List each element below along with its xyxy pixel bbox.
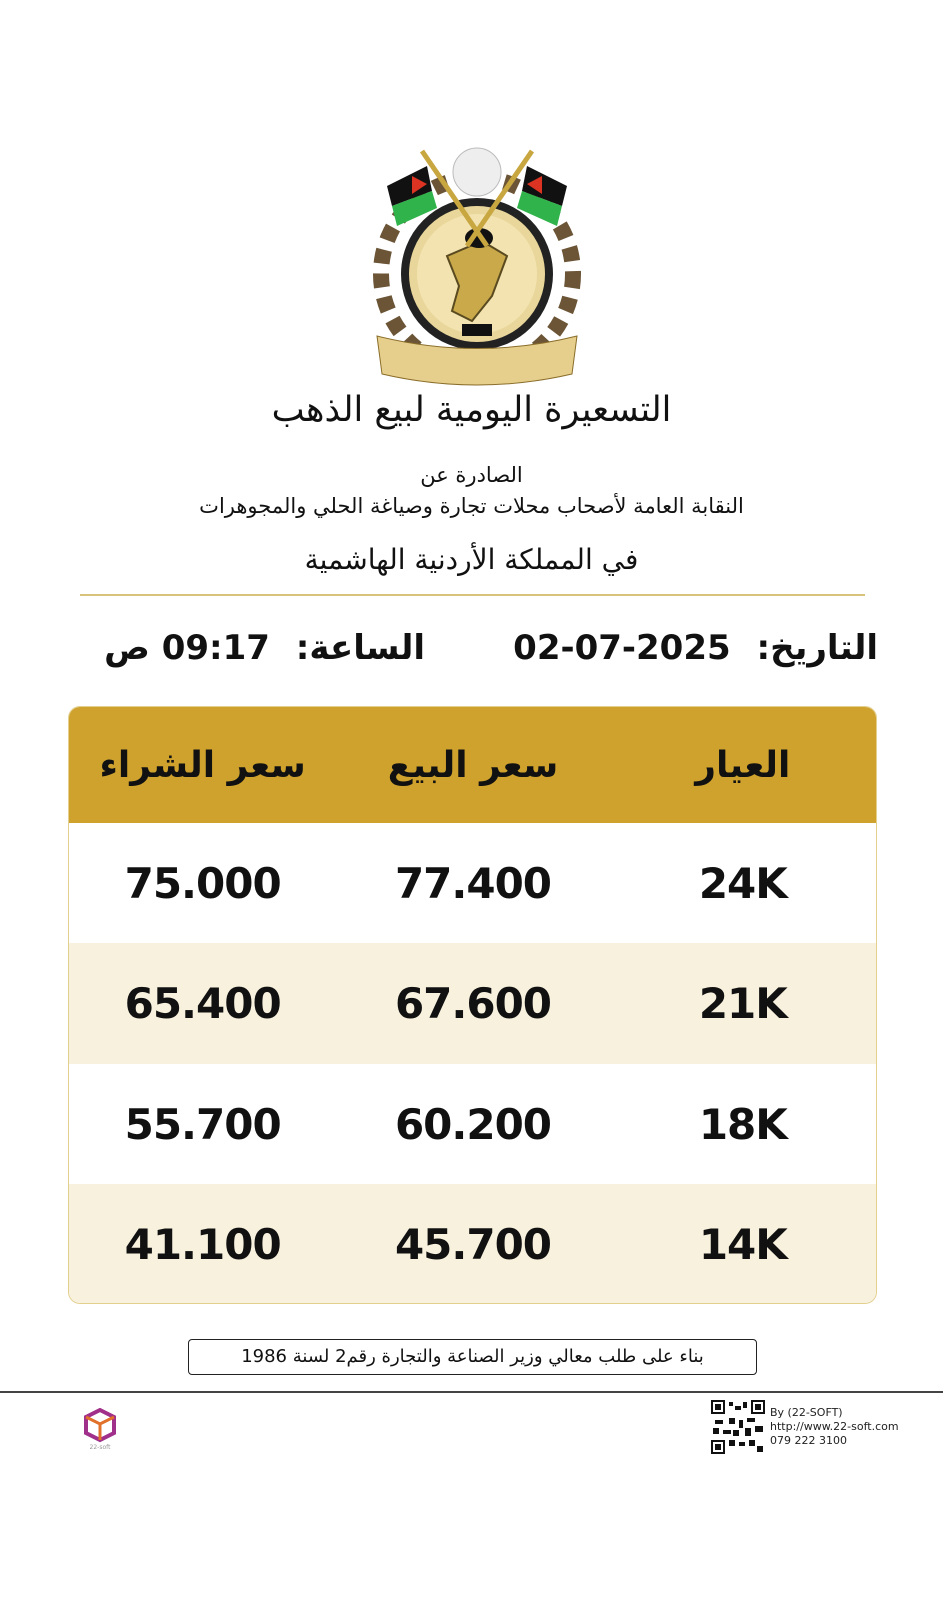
- table-header: العيار سعر البيع سعر الشراء: [69, 707, 876, 823]
- credit-url[interactable]: http://www.22-soft.com: [770, 1420, 899, 1433]
- credit-by: By (22-SOFT): [770, 1406, 843, 1419]
- developer-credit: By (22-SOFT) http://www.22-soft.com 079 …: [770, 1406, 899, 1448]
- table-row: 21K 67.600 65.400: [69, 943, 876, 1064]
- buy-price-cell: 55.700: [124, 1099, 282, 1149]
- credit-phone: 079 222 3100: [770, 1434, 847, 1447]
- union-name: النقابة العامة لأصحاب محلات تجارة وصياغة…: [199, 494, 744, 518]
- price-table: العيار سعر البيع سعر الشراء 24K 77.400 7…: [68, 706, 877, 1304]
- kingdom-text: في المملكة الأردنية الهاشمية: [304, 543, 639, 576]
- buy-price-cell: 41.100: [124, 1220, 282, 1269]
- union-logo: [373, 147, 581, 386]
- footer-divider: [0, 1391, 943, 1393]
- karat-cell: 14K: [698, 1220, 788, 1269]
- karat-cell: 21K: [698, 979, 788, 1028]
- buy-price-cell: 65.400: [124, 979, 282, 1028]
- karat-cell: 18K: [698, 1099, 788, 1149]
- table-row: 18K 60.200 55.700: [69, 1064, 876, 1184]
- date-label: التاريخ:: [756, 628, 878, 668]
- time-field: الساعة: 09:17 ص: [104, 628, 425, 668]
- column-header-karat: العيار: [695, 744, 791, 786]
- page-title: التسعيرة اليومية لبيع الذهب: [271, 390, 672, 430]
- column-header-buy: سعر الشراء: [99, 744, 306, 786]
- issued-by-text: الصادرة عن: [420, 463, 523, 487]
- sell-price-cell: 45.700: [394, 1220, 552, 1269]
- svg-text:22-soft: 22-soft: [90, 1444, 112, 1450]
- karat-cell: 24K: [698, 858, 788, 908]
- sell-price-cell: 67.600: [394, 979, 552, 1028]
- qr-code[interactable]: [711, 1400, 765, 1454]
- table-row: 24K 77.400 75.000: [69, 823, 876, 943]
- buy-price-cell: 75.000: [124, 858, 282, 908]
- 22-soft-logo: 22-soft: [84, 1408, 116, 1450]
- divider: [80, 594, 865, 596]
- column-header-sell: سعر البيع: [387, 744, 559, 786]
- sell-price-cell: 77.400: [394, 858, 552, 908]
- table-row: 14K 45.700 41.100: [69, 1184, 876, 1303]
- sell-price-cell: 60.200: [394, 1099, 552, 1149]
- time-value: 09:17 ص: [104, 628, 270, 668]
- date-field: التاريخ: 02-07-2025: [513, 628, 878, 668]
- time-label: الساعة:: [295, 628, 425, 668]
- date-value: 02-07-2025: [513, 628, 731, 668]
- ministry-note: بناء على طلب معالي وزير الصناعة والتجارة…: [188, 1339, 757, 1375]
